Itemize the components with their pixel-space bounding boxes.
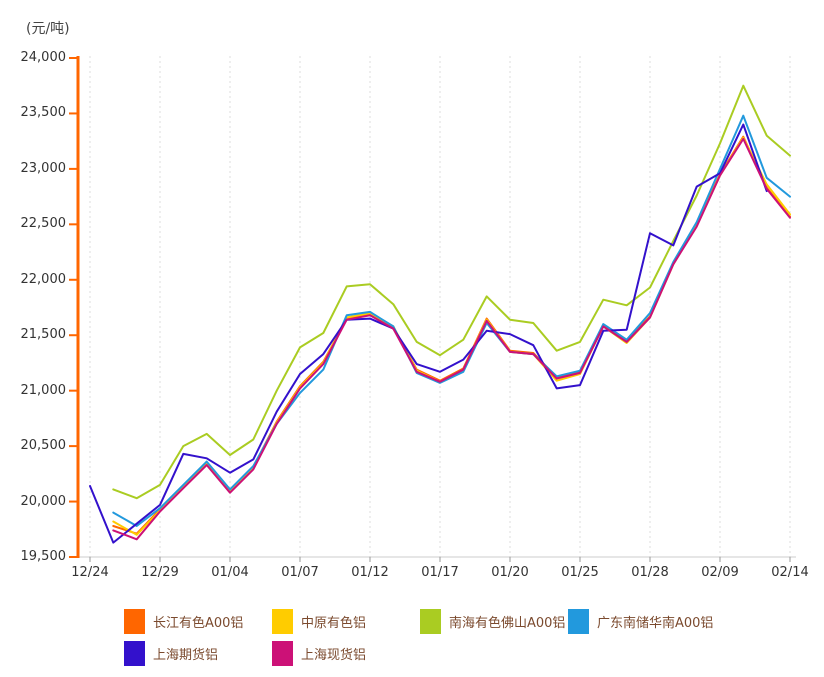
series-line-4: [89, 123, 768, 544]
legend-swatch-icon: [124, 608, 145, 634]
legend-item: 南海有色佛山A00铝: [420, 608, 565, 634]
y-axis-unit-label: (元/吨): [26, 21, 70, 37]
series-line-5: [112, 137, 791, 541]
y-tick-label: 22,500: [20, 216, 67, 232]
y-tick-label: 24,000: [20, 50, 67, 65]
x-tick-label: 02/14: [771, 565, 809, 580]
y-tick-label: 21,000: [20, 382, 67, 398]
x-tick-label: 01/25: [561, 565, 599, 580]
legend-item: 广东南储华南A00铝: [568, 608, 713, 634]
legend-label: 上海期货铝: [153, 647, 219, 663]
x-tick-label: 02/09: [701, 565, 739, 580]
x-tick-label: 01/12: [351, 565, 389, 580]
y-tick-label: 23,500: [20, 105, 67, 121]
legend-label: 长江有色A00铝: [153, 615, 244, 631]
legend-item: 上海现货铝: [272, 640, 366, 666]
series-line-2: [112, 84, 791, 500]
series-line-3: [112, 114, 791, 527]
legend-swatch-icon: [420, 608, 441, 634]
x-tick-label: 01/04: [211, 565, 249, 580]
y-tick-label: 21,500: [20, 327, 67, 343]
legend-label: 南海有色佛山A00铝: [449, 615, 566, 631]
y-tick-label: 19,500: [20, 549, 67, 564]
legend-label: 广东南储华南A00铝: [597, 615, 714, 631]
y-tick-label: 20,500: [20, 438, 67, 454]
x-tick-label: 12/29: [141, 565, 179, 580]
legend-label: 中原有色铝: [301, 615, 367, 631]
legend-item: 上海期货铝: [124, 640, 218, 666]
x-tick-label: 01/20: [491, 565, 529, 580]
legend-item: 中原有色铝: [272, 608, 366, 634]
y-tick-label: 20,000: [20, 493, 67, 509]
x-tick-label: 01/07: [281, 565, 319, 580]
legend-item: 长江有色A00铝: [124, 608, 243, 634]
legend-label: 上海现货铝: [301, 647, 367, 663]
x-tick-label: 01/28: [631, 565, 669, 580]
plot-area: [69, 56, 796, 562]
legend-swatch-icon: [124, 640, 145, 666]
x-tick-label: 12/24: [71, 565, 109, 580]
x-tick-label: 01/17: [421, 565, 459, 580]
y-tick-label: 22,000: [20, 271, 67, 287]
y-tick-label: 23,000: [20, 160, 67, 176]
legend-swatch-icon: [568, 608, 589, 634]
legend-swatch-icon: [272, 608, 293, 634]
legend-swatch-icon: [272, 640, 293, 666]
